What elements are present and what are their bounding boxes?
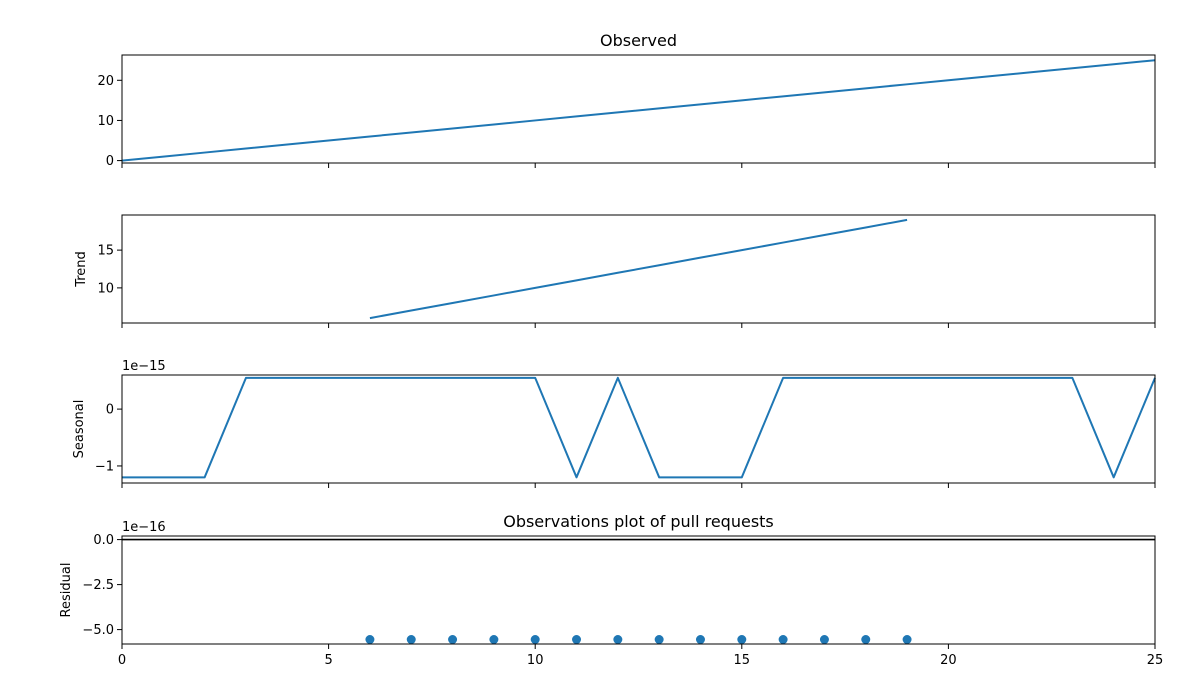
residual-point [695,635,705,644]
seasonal-frame [121,374,1156,484]
seasonal-ytick-label: 0 [106,403,114,418]
trend-panel: 10 15 Trend [74,214,1156,328]
residual-point [489,635,499,644]
residual-point [613,635,623,644]
residual-point [902,635,912,644]
residual-point [778,635,788,644]
residual-point [654,635,664,644]
residual-point [448,635,458,644]
observed-ytick-label: 0 [106,154,114,169]
observed-ytick-label: 10 [97,114,114,129]
residual-panel: 0.0 −2.5 −5.0 0 5 10 15 20 25 Observations plot o… [59,512,1163,668]
residual-ytick-label: −5.0 [82,623,114,638]
seasonal-ylabel: Seasonal [72,400,87,459]
observed-ytick-label: 20 [97,74,114,89]
residual-title: Observations plot of pull requests [503,512,774,531]
residual-xtick-label: 10 [527,653,544,668]
seasonal-series-line [122,376,1156,479]
trend-ytick-label: 10 [97,281,114,296]
trend-series-line [369,218,908,320]
residual-point [406,635,416,644]
residual-point [572,635,582,644]
observed-series-line [121,59,1156,162]
residual-ylabel: Residual [59,563,74,618]
residual-point [819,635,829,644]
seasonal-panel: 0 −1 Seasonal 1e−15 [72,359,1156,488]
residual-xtick-label: 0 [118,653,126,668]
residual-xtick-label: 15 [734,653,751,668]
observed-frame [121,54,1156,164]
trend-ytick-label: 15 [97,244,114,259]
observed-title: Observed [600,31,677,50]
observed-panel: 0 10 20 Observed [97,31,1156,169]
seasonal-ytick-label: −1 [95,459,114,474]
trend-ylabel: Trend [74,251,89,288]
residual-point [861,635,871,644]
seasonal-offset-text: 1e−15 [122,359,166,374]
residual-point [530,635,540,644]
residual-frame [121,535,1156,645]
residual-xtick-label: 25 [1147,653,1164,668]
trend-frame [121,214,1156,324]
residual-ytick-label: −2.5 [82,578,114,593]
residual-ytick-label: 0.0 [93,533,114,548]
residual-point [737,635,747,644]
residual-point [365,635,375,644]
residual-xtick-label: 5 [324,653,332,668]
residual-xtick-label: 20 [940,653,957,668]
residual-offset-text: 1e−16 [122,520,166,535]
